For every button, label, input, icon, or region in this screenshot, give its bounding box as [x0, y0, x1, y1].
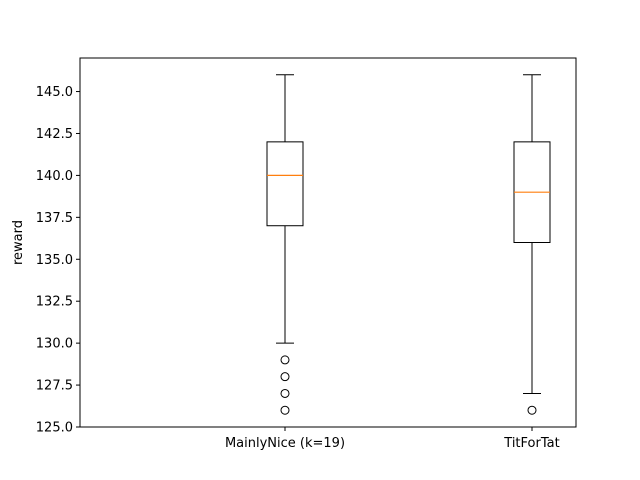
y-tick-label: 140.0: [36, 169, 73, 184]
x-axis: MainlyNice (k=19) TitForTat: [225, 427, 560, 451]
outlier-point: [280, 372, 290, 382]
y-tick-label: 132.5: [36, 295, 73, 310]
iqr-box: [266, 141, 304, 227]
y-tick-label: 125.0: [36, 421, 73, 436]
box-group: [513, 74, 551, 415]
y-tick-label: 145.0: [36, 85, 73, 100]
y-tick-label: 142.5: [36, 127, 73, 142]
outlier-point: [280, 355, 290, 365]
plot-content: [266, 74, 551, 415]
plot-frame: [79, 57, 577, 428]
box-group: [266, 74, 304, 415]
y-axis-label: reward: [11, 220, 26, 265]
x-tick-label: MainlyNice (k=19): [225, 436, 345, 451]
y-axis: 125.0 127.5 130.0 132.5 135.0 137.5 140.0 142.5…: [36, 85, 80, 436]
x-tick-label: TitForTat: [503, 436, 559, 451]
outlier-point: [280, 405, 290, 415]
y-tick-label: 137.5: [36, 211, 73, 226]
y-tick-label: 130.0: [36, 337, 73, 352]
outlier-point: [527, 405, 537, 415]
y-tick-label: 127.5: [36, 379, 73, 394]
outlier-point: [280, 388, 290, 398]
y-tick-label: 135.0: [36, 253, 73, 268]
